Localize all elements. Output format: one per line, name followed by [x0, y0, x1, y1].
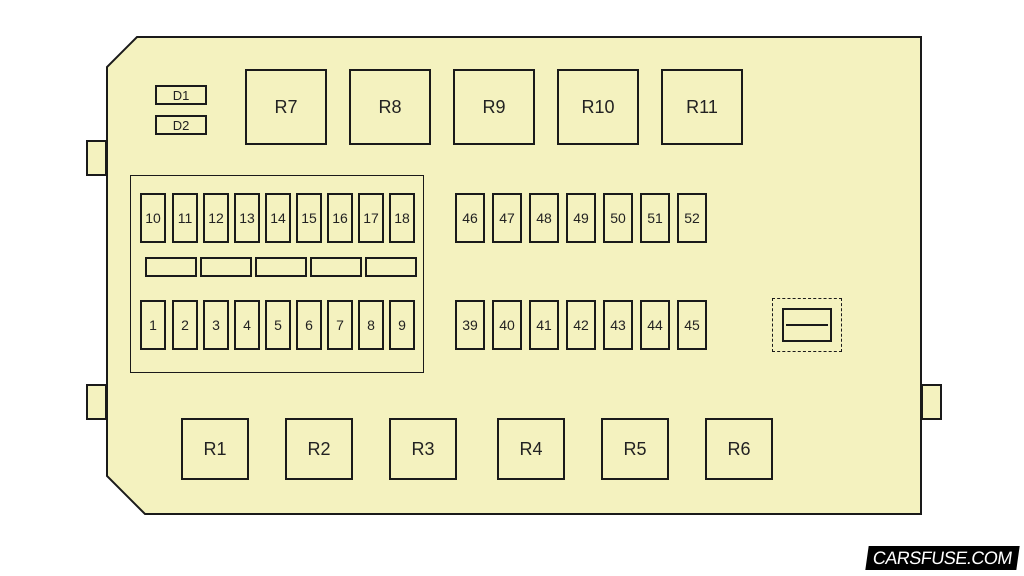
fuse-42: 42	[566, 300, 596, 350]
slot-4	[365, 257, 417, 277]
fuse-2: 2	[172, 300, 198, 350]
relay-R9: R9	[453, 69, 535, 145]
fuse-10: 10	[140, 193, 166, 243]
fuse-9: 9	[389, 300, 415, 350]
watermark: CARSFUSE.COM	[865, 546, 1019, 570]
fuse-11: 11	[172, 193, 198, 243]
relay-R7: R7	[245, 69, 327, 145]
fuse-40: 40	[492, 300, 522, 350]
fuse-50: 50	[603, 193, 633, 243]
fuse-3: 3	[203, 300, 229, 350]
fuse-12: 12	[203, 193, 229, 243]
fuse-13: 13	[234, 193, 260, 243]
slot-3	[310, 257, 362, 277]
relay-R3: R3	[389, 418, 457, 480]
fuse-47: 47	[492, 193, 522, 243]
spare-holder-divider	[786, 324, 828, 326]
fuse-49: 49	[566, 193, 596, 243]
fuse-6: 6	[296, 300, 322, 350]
fuse-51: 51	[640, 193, 670, 243]
slot-2	[255, 257, 307, 277]
slot-1	[200, 257, 252, 277]
diode-D2: D2	[155, 115, 207, 135]
relay-R8: R8	[349, 69, 431, 145]
relay-R5: R5	[601, 418, 669, 480]
relay-R6: R6	[705, 418, 773, 480]
fuse-39: 39	[455, 300, 485, 350]
fuse-8: 8	[358, 300, 384, 350]
mount-tab-2	[921, 384, 942, 420]
fuse-7: 7	[327, 300, 353, 350]
fuse-15: 15	[296, 193, 322, 243]
fuse-16: 16	[327, 193, 353, 243]
fuse-18: 18	[389, 193, 415, 243]
fuse-4: 4	[234, 300, 260, 350]
fuse-17: 17	[358, 193, 384, 243]
fuse-52: 52	[677, 193, 707, 243]
slot-0	[145, 257, 197, 277]
fuse-5: 5	[265, 300, 291, 350]
fuse-46: 46	[455, 193, 485, 243]
fuse-48: 48	[529, 193, 559, 243]
fuse-43: 43	[603, 300, 633, 350]
fuse-41: 41	[529, 300, 559, 350]
mount-tab-1	[86, 384, 107, 420]
fuse-14: 14	[265, 193, 291, 243]
relay-R1: R1	[181, 418, 249, 480]
relay-R10: R10	[557, 69, 639, 145]
relay-R2: R2	[285, 418, 353, 480]
relay-R11: R11	[661, 69, 743, 145]
diode-D1: D1	[155, 85, 207, 105]
relay-R4: R4	[497, 418, 565, 480]
fuse-1: 1	[140, 300, 166, 350]
mount-tab-0	[86, 140, 107, 176]
fuse-44: 44	[640, 300, 670, 350]
fuse-45: 45	[677, 300, 707, 350]
